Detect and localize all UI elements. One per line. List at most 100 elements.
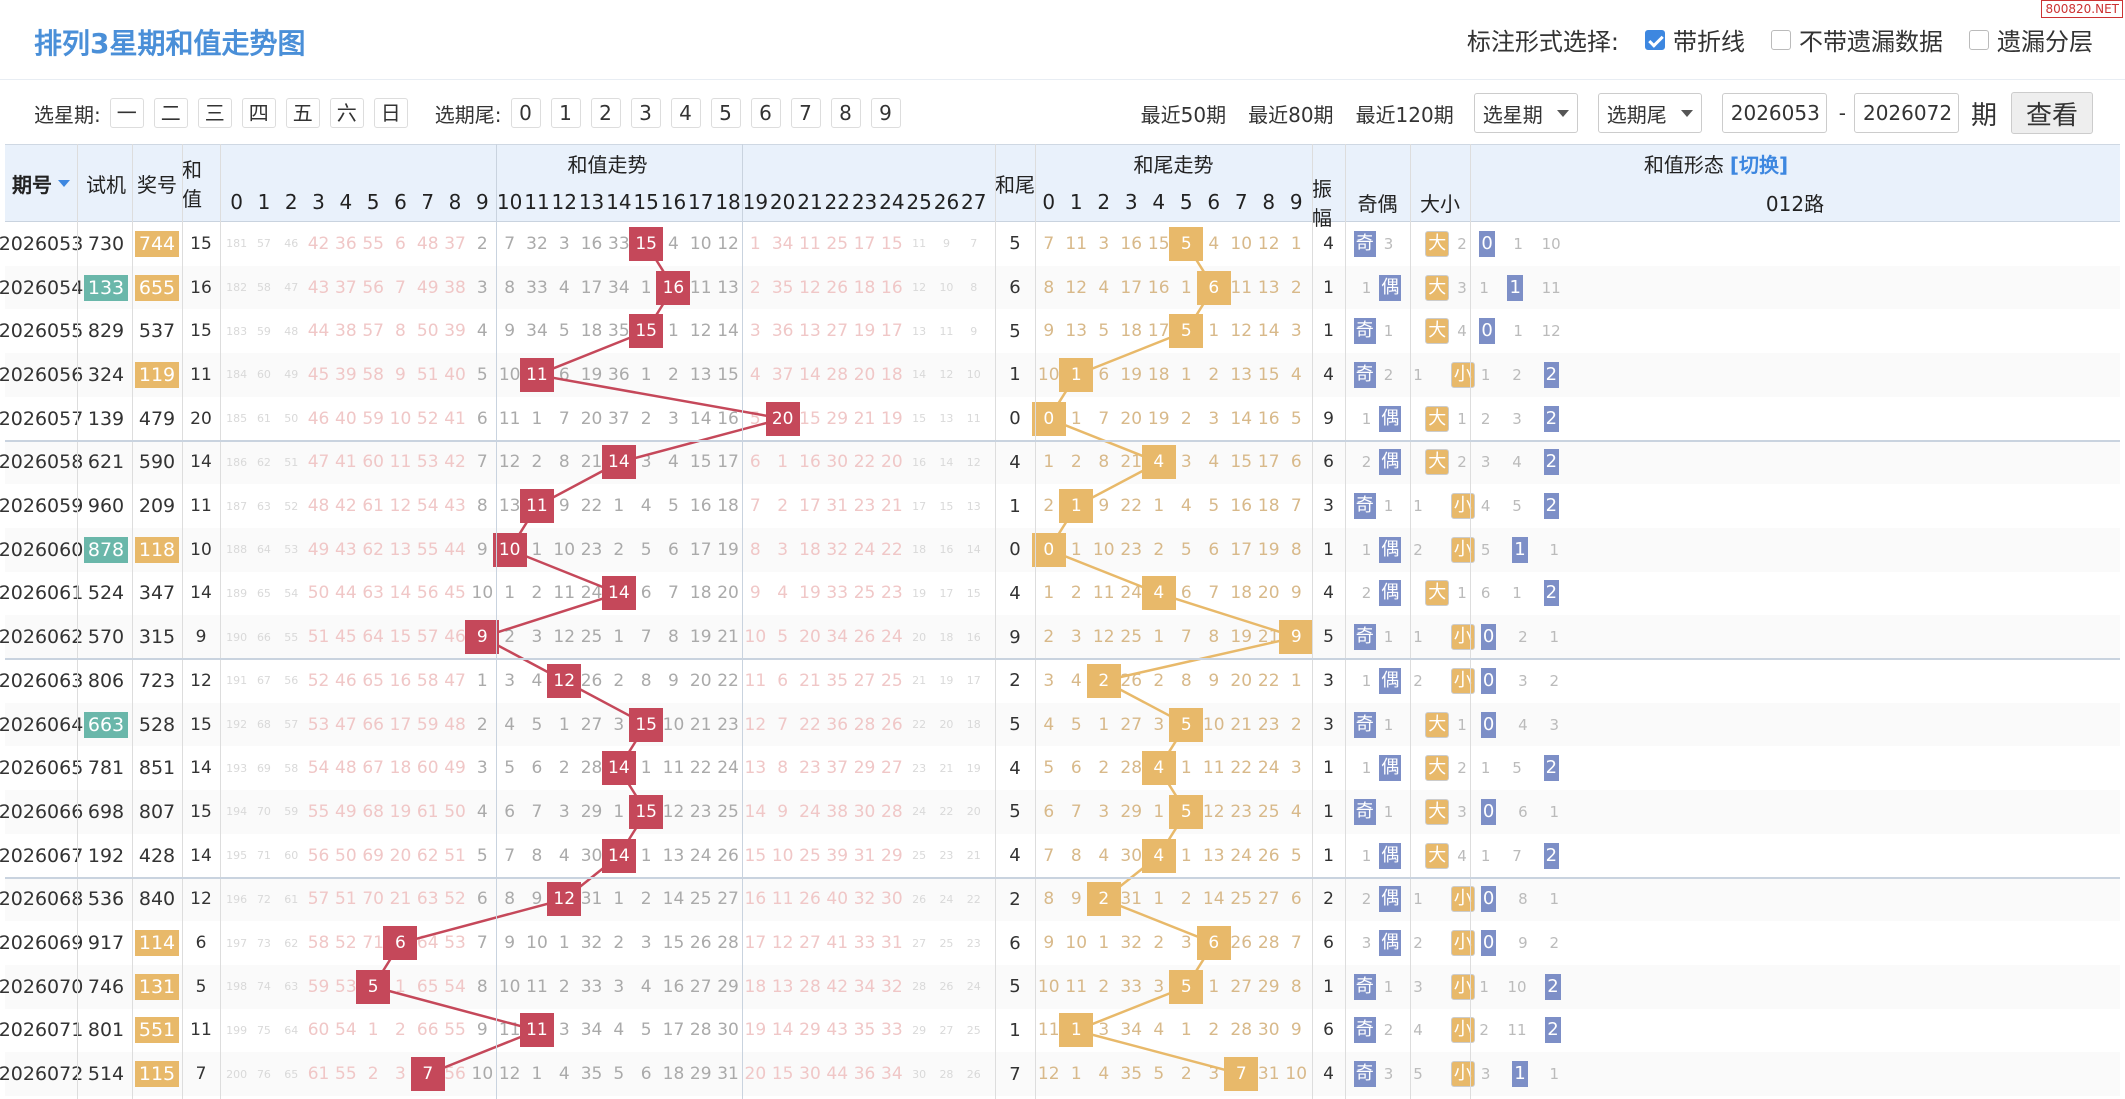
switch-link[interactable]: [切换] bbox=[1729, 152, 1789, 177]
sum-miss-cell: 22 bbox=[966, 892, 981, 906]
sum-miss-cell: 62 bbox=[362, 539, 384, 560]
oddeven-miss: 1 bbox=[1361, 759, 1372, 778]
oddeven-label: 偶 bbox=[1379, 667, 1402, 694]
tail-select[interactable]: 选期尾 bbox=[1597, 93, 1702, 133]
polyline-checkbox[interactable] bbox=[1645, 29, 1665, 50]
route-label: 2 bbox=[1545, 973, 1561, 1000]
tail-button-7[interactable]: 7 bbox=[790, 98, 821, 128]
sum-miss-cell: 10 bbox=[662, 714, 685, 735]
tail-button-5[interactable]: 5 bbox=[710, 98, 741, 128]
tail-miss-cell: 11 bbox=[1230, 277, 1253, 298]
weekday-buttons: 一二三四五六日 bbox=[105, 98, 413, 128]
tail-button-4[interactable]: 4 bbox=[670, 98, 701, 128]
prize-cell: 209 bbox=[132, 484, 182, 528]
tail-miss-cell: 16 bbox=[1230, 496, 1253, 517]
sum-miss-cell: 53 bbox=[284, 543, 299, 557]
route-miss: 5 bbox=[1480, 540, 1491, 559]
sum-miss-cell: 63 bbox=[362, 583, 384, 604]
sort-desc-icon[interactable] bbox=[58, 179, 70, 187]
polyline-option-label[interactable]: 带折线 bbox=[1673, 28, 1745, 56]
oddeven-miss: 2 bbox=[1383, 365, 1394, 384]
oddeven-miss: 3 bbox=[1383, 234, 1394, 253]
weekday-button-6[interactable]: 日 bbox=[373, 98, 408, 128]
sum-miss-cell: 37 bbox=[771, 364, 794, 385]
miss-layer-checkbox[interactable] bbox=[1969, 29, 1989, 50]
sum-miss-cell: 48 bbox=[335, 758, 357, 779]
sum-hit-box: 20 bbox=[765, 401, 800, 436]
tail-cell: 1 bbox=[1009, 495, 1021, 517]
sum-miss-cell: 17 bbox=[966, 674, 981, 688]
header-tail-col-2: 2 bbox=[1097, 190, 1111, 214]
sum-miss-cell: 21 bbox=[717, 627, 739, 648]
sum-miss-cell: 5 bbox=[476, 845, 488, 866]
oddeven-miss: 2 bbox=[1361, 453, 1372, 472]
sum-miss-cell: 56 bbox=[284, 674, 299, 688]
tail-button-0[interactable]: 0 bbox=[510, 98, 541, 128]
sum-miss-cell: 67 bbox=[256, 674, 271, 688]
weekday-select[interactable]: 选星期 bbox=[1473, 93, 1578, 133]
recent-50-link[interactable]: 最近50期 bbox=[1140, 102, 1227, 127]
sum-miss-cell: 1 bbox=[640, 758, 652, 779]
weekday-button-0[interactable]: 一 bbox=[109, 98, 144, 128]
sum-miss-cell: 2 bbox=[531, 452, 543, 473]
prize-cell: 537 bbox=[132, 309, 182, 353]
bigsmall-miss: 2 bbox=[1413, 671, 1423, 690]
sum-miss-cell: 22 bbox=[912, 718, 927, 732]
weekday-button-1[interactable]: 二 bbox=[153, 98, 188, 128]
route-label: 0 bbox=[1480, 798, 1497, 825]
sum-miss-cell: 25 bbox=[912, 849, 927, 863]
sum-miss-cell: 20 bbox=[389, 845, 412, 866]
group-divider bbox=[5, 439, 2120, 442]
no-miss-option-label[interactable]: 不带遗漏数据 bbox=[1799, 28, 1943, 56]
tail-button-8[interactable]: 8 bbox=[830, 98, 861, 128]
recent-120-link[interactable]: 最近120期 bbox=[1355, 102, 1454, 127]
tail-button-1[interactable]: 1 bbox=[550, 98, 581, 128]
sum-miss-cell: 6 bbox=[504, 801, 516, 822]
route-label: 0 bbox=[1480, 886, 1497, 913]
sum-miss-cell: 39 bbox=[826, 845, 849, 866]
sum-miss-cell: 20 bbox=[580, 408, 603, 429]
tail-button-2[interactable]: 2 bbox=[590, 98, 621, 128]
tail-miss-cell: 7 bbox=[1290, 933, 1302, 954]
sum-hit-box: 6 bbox=[383, 926, 418, 961]
weekday-button-4[interactable]: 五 bbox=[285, 98, 320, 128]
sum-miss-cell: 18 bbox=[881, 364, 903, 385]
sum-miss-cell: 21 bbox=[853, 408, 876, 429]
to-issue-input[interactable]: 2026072 bbox=[1853, 93, 1959, 133]
tail-miss-cell: 15 bbox=[1257, 364, 1280, 385]
from-issue-input[interactable]: 2026053 bbox=[1721, 93, 1827, 133]
header-sum-col-14: 14 bbox=[606, 190, 632, 214]
sum-miss-cell: 66 bbox=[416, 1020, 439, 1041]
sum-miss-cell: 24 bbox=[939, 892, 954, 906]
sum-miss-cell: 6 bbox=[558, 364, 570, 385]
sum-miss-cell: 44 bbox=[307, 321, 330, 342]
tail-cell: 5 bbox=[1009, 801, 1021, 823]
query-button[interactable]: 查看 bbox=[2010, 92, 2093, 134]
recent-80-link[interactable]: 最近80期 bbox=[1248, 102, 1334, 127]
weekday-button-2[interactable]: 三 bbox=[197, 98, 232, 128]
sum-miss-cell: 16 bbox=[662, 976, 685, 997]
weekday-button-3[interactable]: 四 bbox=[241, 98, 276, 128]
sum-miss-cell: 9 bbox=[476, 1020, 488, 1041]
table-header bbox=[5, 144, 2120, 222]
prize-cell: 115 bbox=[132, 1052, 182, 1096]
sum-miss-cell: 57 bbox=[416, 627, 439, 648]
no-miss-data-checkbox[interactable] bbox=[1771, 29, 1791, 50]
tail-button-3[interactable]: 3 bbox=[630, 98, 661, 128]
oddeven-label: 偶 bbox=[1379, 886, 1402, 913]
tail-button-6[interactable]: 6 bbox=[750, 98, 781, 128]
sum-miss-cell: 60 bbox=[307, 1020, 330, 1041]
amp-cell: 3 bbox=[1323, 496, 1334, 517]
header-issue-label[interactable]: 期号 bbox=[12, 172, 52, 197]
tail-miss-cell: 7 bbox=[1070, 801, 1082, 822]
miss-layer-option-label[interactable]: 遗漏分层 bbox=[1997, 28, 2093, 56]
sum-miss-cell: 12 bbox=[717, 233, 739, 254]
tail-miss-cell: 9 bbox=[1208, 670, 1220, 691]
header-sum-col-27: 27 bbox=[961, 190, 987, 214]
sum-miss-cell: 56 bbox=[444, 1064, 466, 1085]
sum-miss-cell: 37 bbox=[335, 277, 357, 298]
weekday-button-5[interactable]: 六 bbox=[329, 98, 364, 128]
sum-hit-box: 10 bbox=[492, 532, 527, 567]
tail-button-9[interactable]: 9 bbox=[870, 98, 901, 128]
